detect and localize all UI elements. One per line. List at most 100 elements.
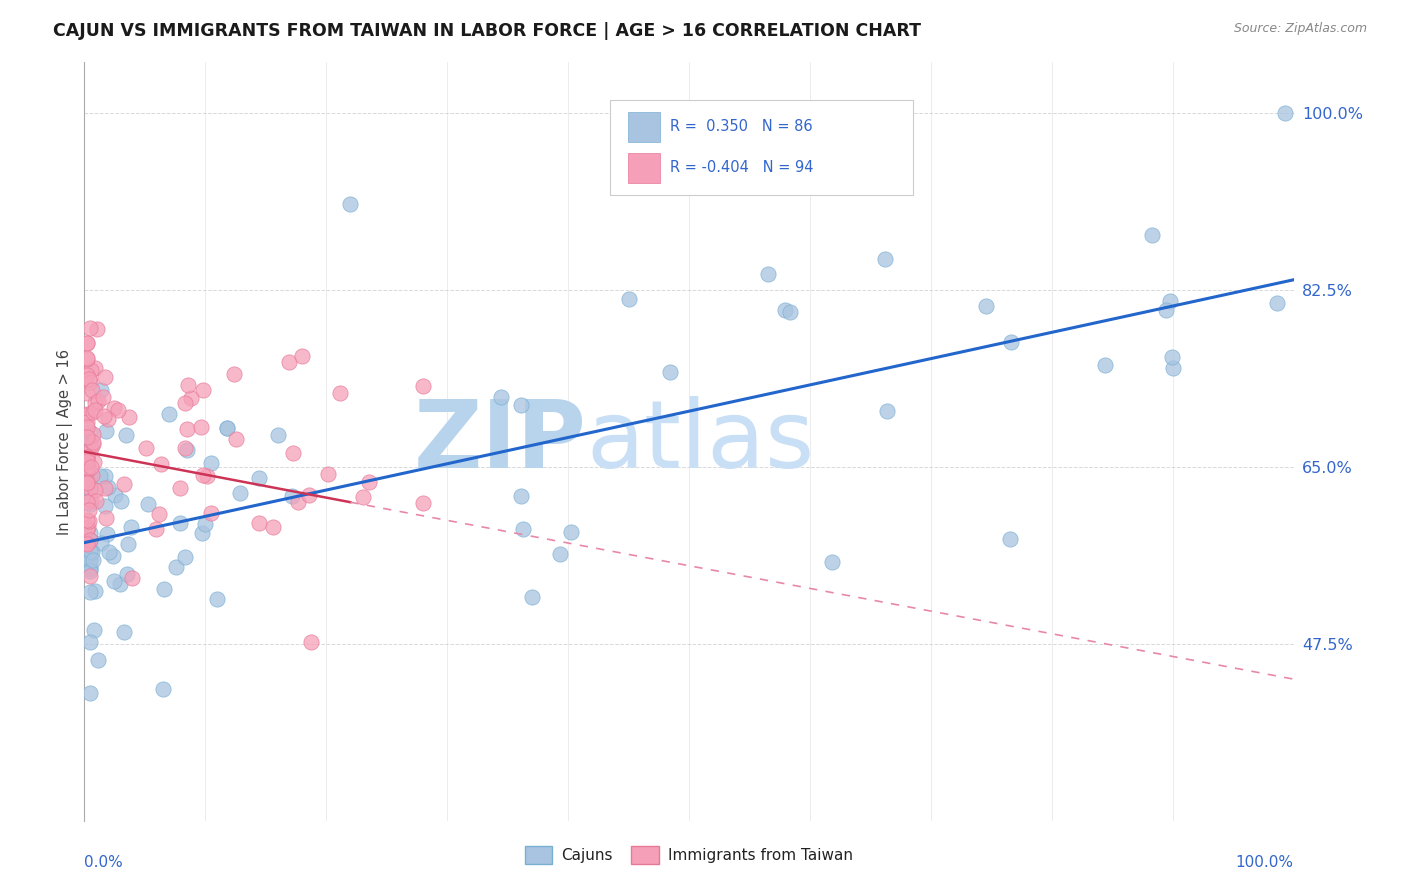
Text: Source: ZipAtlas.com: Source: ZipAtlas.com: [1233, 22, 1367, 36]
Point: [217, 421, 239, 435]
Point: [873, 252, 896, 266]
Point: [153, 582, 176, 596]
Point: [82, 553, 104, 567]
Point: [165, 560, 187, 574]
Point: [79, 560, 101, 574]
Point: [191, 383, 214, 397]
Point: [267, 428, 290, 442]
Point: [136, 497, 159, 511]
Point: [79, 561, 101, 575]
Point: [77, 503, 100, 517]
Point: [659, 365, 682, 379]
Point: [76, 494, 98, 508]
Point: [76, 454, 98, 468]
Point: [82, 436, 104, 450]
Point: [512, 522, 534, 536]
Point: [79, 425, 101, 439]
Point: [76, 336, 98, 351]
Point: [79, 553, 101, 567]
Point: [298, 488, 321, 502]
Point: [316, 467, 339, 481]
Point: [225, 432, 247, 446]
Point: [79, 686, 101, 700]
Point: [773, 302, 796, 317]
Point: [79, 551, 101, 566]
Point: [79, 375, 101, 389]
Point: [76, 336, 98, 351]
Point: [76, 523, 98, 537]
Point: [145, 522, 167, 536]
Legend: Cajuns, Immigrants from Taiwan: Cajuns, Immigrants from Taiwan: [519, 840, 859, 870]
Point: [79, 434, 101, 448]
Point: [148, 507, 170, 521]
Point: [83, 455, 105, 469]
Point: [77, 520, 100, 534]
Point: [247, 471, 270, 485]
Point: [491, 390, 513, 404]
Point: [94, 424, 117, 438]
Point: [1154, 303, 1177, 318]
Point: [291, 349, 314, 363]
Point: [108, 577, 131, 591]
Point: [84, 402, 107, 417]
Point: [121, 571, 143, 585]
Point: [80, 441, 103, 455]
Point: [157, 407, 180, 421]
Point: [277, 354, 299, 368]
Point: [82, 545, 104, 559]
Point: [135, 442, 157, 456]
Point: [103, 401, 125, 416]
Point: [79, 568, 101, 582]
Point: [82, 468, 104, 483]
Text: atlas: atlas: [586, 395, 814, 488]
Point: [412, 496, 434, 510]
Point: [104, 488, 127, 502]
Point: [97, 545, 120, 559]
Point: [76, 536, 98, 550]
Point: [79, 533, 101, 547]
Point: [76, 351, 98, 366]
Point: [281, 446, 304, 460]
Point: [617, 292, 640, 306]
Point: [76, 475, 98, 490]
Point: [82, 426, 104, 441]
Point: [200, 456, 222, 470]
Point: [262, 520, 284, 534]
Point: [120, 520, 142, 534]
Point: [76, 430, 98, 444]
Point: [76, 450, 98, 464]
Text: 100.0%: 100.0%: [1236, 855, 1294, 870]
Point: [224, 367, 246, 381]
Point: [110, 493, 132, 508]
Point: [86, 394, 108, 409]
Point: [76, 450, 98, 465]
Point: [76, 415, 98, 429]
Point: [1161, 350, 1184, 364]
Point: [510, 490, 533, 504]
Point: [79, 320, 101, 334]
Point: [509, 399, 531, 413]
Point: [89, 469, 111, 483]
Point: [97, 412, 120, 426]
FancyBboxPatch shape: [628, 112, 659, 142]
Point: [194, 516, 217, 531]
Point: [94, 499, 117, 513]
Point: [103, 574, 125, 589]
Point: [191, 468, 214, 483]
Point: [169, 481, 191, 495]
Point: [152, 681, 174, 696]
Point: [76, 386, 98, 401]
Point: [876, 404, 898, 418]
Point: [117, 566, 139, 581]
Point: [93, 409, 115, 423]
Point: [91, 390, 114, 404]
Point: [94, 481, 117, 495]
Point: [976, 299, 998, 313]
Point: [190, 420, 212, 434]
Point: [359, 475, 381, 489]
Point: [90, 383, 112, 397]
Point: [86, 322, 108, 336]
Point: [76, 461, 98, 475]
Point: [339, 197, 361, 211]
Point: [299, 635, 322, 649]
